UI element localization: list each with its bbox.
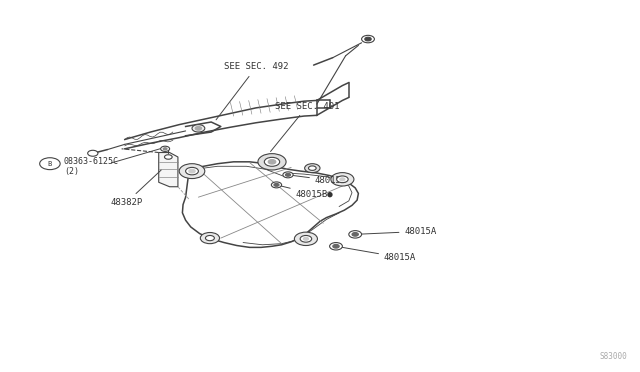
Circle shape	[303, 237, 308, 240]
Circle shape	[189, 169, 195, 173]
Circle shape	[333, 244, 339, 248]
Circle shape	[330, 243, 342, 250]
Circle shape	[205, 235, 214, 241]
Text: 08363-6125C: 08363-6125C	[64, 157, 119, 166]
Circle shape	[337, 176, 348, 183]
Circle shape	[340, 178, 345, 181]
Circle shape	[161, 146, 170, 151]
Circle shape	[352, 232, 358, 236]
Circle shape	[163, 148, 167, 150]
Circle shape	[200, 232, 220, 244]
Circle shape	[179, 164, 205, 179]
Circle shape	[305, 164, 320, 173]
Circle shape	[283, 172, 293, 178]
Circle shape	[331, 173, 354, 186]
Circle shape	[40, 158, 60, 170]
Circle shape	[186, 167, 198, 175]
Circle shape	[362, 35, 374, 43]
Circle shape	[268, 160, 276, 164]
Circle shape	[349, 231, 362, 238]
Circle shape	[88, 150, 98, 156]
Circle shape	[164, 155, 172, 159]
Text: (2): (2)	[64, 167, 79, 176]
Text: 48015A: 48015A	[339, 247, 416, 262]
Circle shape	[365, 37, 371, 41]
Circle shape	[195, 126, 202, 130]
Circle shape	[258, 154, 286, 170]
Text: S83000: S83000	[600, 352, 627, 361]
Text: 48015B●: 48015B●	[279, 186, 333, 199]
Circle shape	[274, 183, 279, 186]
Text: 48382P: 48382P	[110, 170, 161, 207]
Circle shape	[192, 125, 205, 132]
Polygon shape	[159, 153, 178, 187]
Text: B: B	[48, 161, 52, 167]
Circle shape	[264, 157, 280, 166]
Circle shape	[308, 166, 316, 170]
Circle shape	[300, 235, 312, 242]
Text: SEE SEC. 492: SEE SEC. 492	[216, 62, 289, 120]
Text: 48015B: 48015B	[291, 175, 347, 185]
Circle shape	[294, 232, 317, 246]
Circle shape	[271, 182, 282, 188]
Circle shape	[285, 173, 291, 176]
Text: SEE SEC. 401: SEE SEC. 401	[271, 102, 340, 151]
Text: 48015A: 48015A	[358, 227, 436, 236]
